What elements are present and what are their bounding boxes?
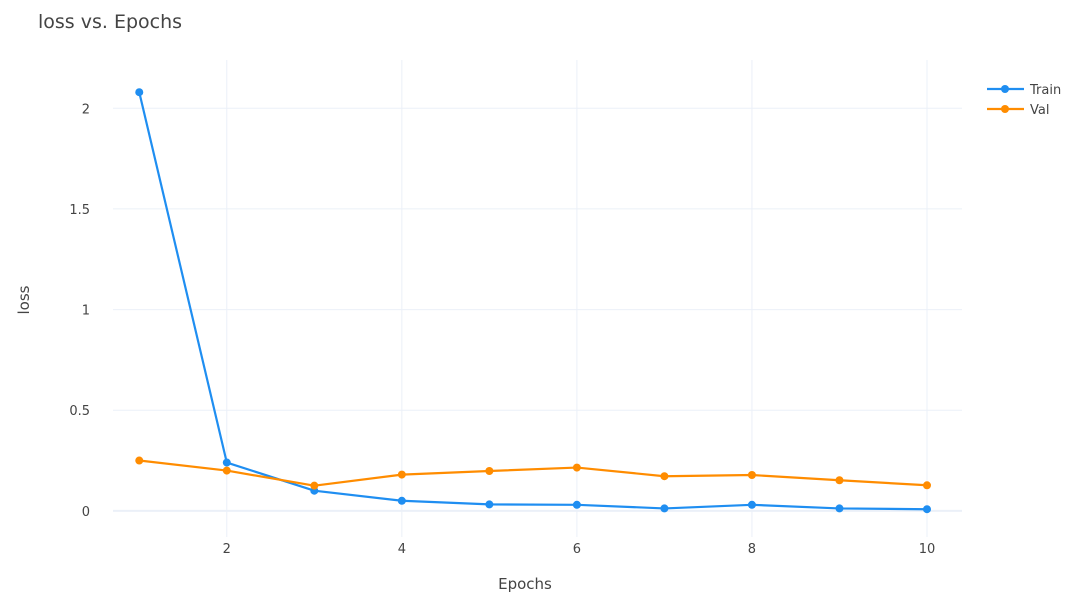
data-point-train [922,505,931,514]
data-point-train [397,496,406,505]
data-point-val [135,456,144,465]
data-point-train [135,88,144,97]
data-point-val [397,470,406,479]
y-tick-label: 0.5 [69,404,90,419]
data-point-val [222,466,231,475]
grid-lines [113,60,962,537]
x-tick-label: 2 [223,542,231,557]
data-point-val [310,481,319,490]
legend-item-val[interactable]: Val [987,103,1049,118]
legend-label-train: Train [1029,83,1061,98]
data-point-train [572,500,581,509]
data-point-train [747,500,756,509]
series-line-train [138,91,928,511]
series-line-val [139,459,928,487]
data-point-train [485,500,494,509]
x-axis-ticks: 2 4 6 8 10 [223,542,936,557]
data-point-train [835,504,844,513]
legend[interactable]: Train Val [987,83,1061,118]
legend-marker-val [1001,105,1009,113]
series-layer [135,88,931,514]
x-axis-title: Epochs [498,575,552,593]
y-tick-label: 1.5 [69,203,90,218]
data-point-train [222,458,231,467]
y-tick-label: 0 [82,505,90,520]
x-tick-label: 8 [748,542,756,557]
legend-label-val: Val [1030,103,1049,118]
x-tick-label: 10 [919,542,936,557]
y-tick-label: 1 [82,304,90,319]
chart-title: loss vs. Epochs [38,11,182,33]
legend-marker-train [1001,85,1009,93]
legend-item-train[interactable]: Train [987,83,1061,98]
x-tick-label: 4 [398,542,406,557]
y-tick-label: 2 [82,102,90,117]
data-point-val [922,481,931,490]
y-axis-ticks: 0 0.5 1 1.5 2 [69,102,90,520]
series-val [135,456,931,490]
data-point-train [660,504,669,513]
data-point-val [747,471,756,480]
x-tick-label: 6 [573,542,581,557]
data-point-val [485,466,494,475]
data-point-val [835,476,844,485]
y-axis-title: loss [15,285,33,314]
data-point-val [660,472,669,481]
data-point-val [572,463,581,472]
series-train [135,88,931,514]
